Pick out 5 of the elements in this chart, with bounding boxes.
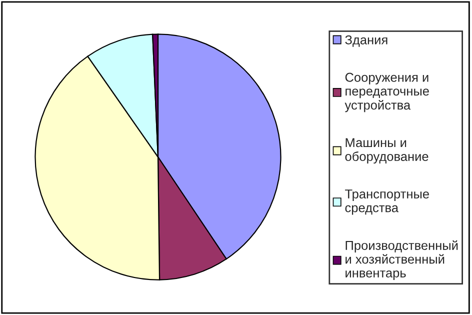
legend-label: Сооружения и передаточные устройства bbox=[344, 72, 429, 112]
legend-label: Машины и оборудование bbox=[345, 138, 428, 164]
legend-label: Производственный и хозяйственный инвентарь bbox=[346, 240, 458, 280]
legend-label: Здания bbox=[345, 35, 388, 47]
legend-label: Транспортные средства bbox=[345, 190, 429, 215]
